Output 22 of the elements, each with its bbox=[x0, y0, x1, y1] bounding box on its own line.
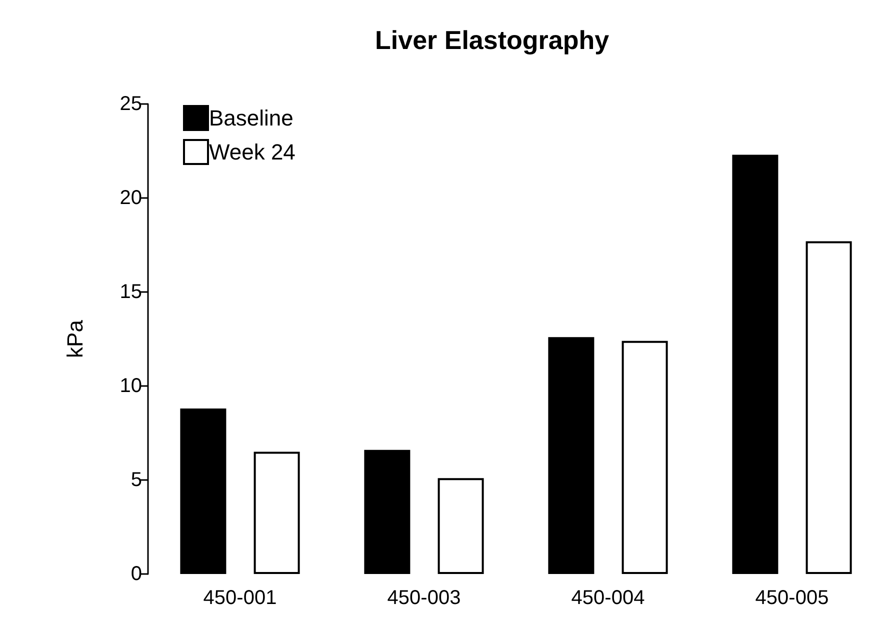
bar bbox=[622, 340, 668, 574]
legend-label: Week 24 bbox=[209, 140, 296, 164]
bar bbox=[180, 408, 226, 574]
y-tick-label: 25 bbox=[120, 93, 142, 115]
x-tick-label: 450-005 bbox=[755, 587, 829, 609]
x-tick-label: 450-003 bbox=[387, 587, 461, 609]
bar bbox=[438, 478, 484, 574]
legend-label: Baseline bbox=[209, 106, 294, 130]
y-tick-label: 20 bbox=[120, 187, 142, 209]
chart-title: Liver Elastography bbox=[375, 25, 610, 55]
x-tick-label: 450-001 bbox=[203, 587, 277, 609]
y-tick-label: 0 bbox=[130, 563, 142, 585]
bar bbox=[732, 154, 778, 574]
bar bbox=[254, 452, 300, 574]
x-tick-label: 450-004 bbox=[571, 587, 645, 609]
y-tick-label: 5 bbox=[130, 469, 142, 491]
bar bbox=[806, 241, 852, 574]
y-axis-title: kPa bbox=[62, 319, 88, 358]
bar bbox=[548, 337, 594, 574]
bar bbox=[364, 450, 410, 574]
y-tick-label: 10 bbox=[120, 375, 142, 397]
y-tick-label: 15 bbox=[120, 281, 142, 303]
